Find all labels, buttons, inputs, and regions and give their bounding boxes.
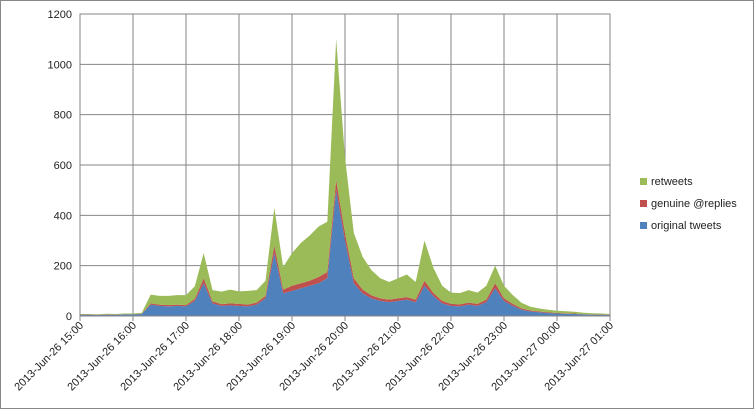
legend-swatch — [640, 222, 647, 229]
legend-swatch — [640, 178, 647, 185]
legend-label: genuine @replies — [651, 198, 737, 210]
y-tick-label: 1200 — [48, 9, 72, 21]
y-tick-label: 800 — [54, 110, 72, 122]
y-tick-label: 600 — [54, 160, 72, 172]
plot-border — [79, 13, 611, 317]
y-tick-label: 400 — [54, 210, 72, 222]
y-tick-label: 200 — [54, 261, 72, 273]
legend-swatch — [640, 200, 647, 207]
legend-label: retweets — [651, 176, 693, 188]
y-tick-label: 1000 — [48, 59, 72, 71]
legend-label: original tweets — [651, 220, 722, 232]
area-series — [80, 190, 610, 316]
area-series — [80, 39, 610, 315]
y-tick-label: 0 — [66, 311, 72, 323]
